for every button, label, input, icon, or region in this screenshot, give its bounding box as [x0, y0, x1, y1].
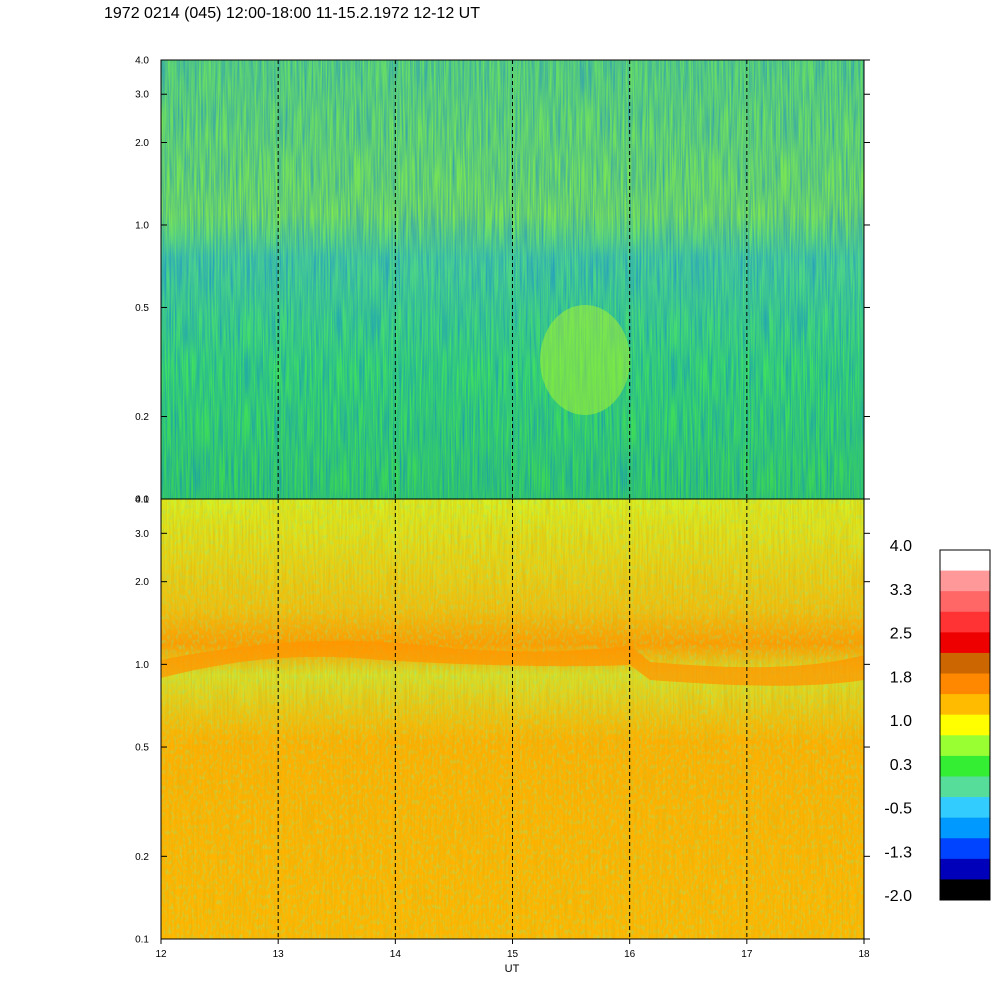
lower-y-tick-label: 2.0	[135, 577, 149, 588]
colorbar-label: 3.3	[890, 582, 912, 599]
upper-y-axis: 0.1 0.2 0.5 1.0 2.0 3.0 4.0	[135, 56, 870, 506]
upper-y-tick-label: 4.0	[135, 56, 149, 67]
x-tick-label: 13	[273, 949, 285, 960]
x-tick-label: 12	[155, 949, 167, 960]
upper-y-tick-label: 2.0	[135, 138, 149, 149]
upper-panel-bright-patch	[540, 305, 630, 415]
upper-y-tick-label: 1.0	[135, 220, 149, 231]
x-tick-label: 15	[507, 949, 519, 960]
lower-y-tick-label: 0.2	[135, 852, 149, 863]
upper-y-tick-label: 0.5	[135, 303, 149, 314]
colorbar-swatch	[940, 755, 990, 777]
colorbar-label: 2.5	[890, 626, 912, 643]
upper-panel: 0.1 0.2 0.5 1.0 2.0 3.0 4.0	[135, 56, 870, 506]
x-axis: 12 13 14 15 16 17 18	[155, 939, 870, 960]
upper-y-tick-label: 0.1	[135, 495, 149, 506]
colorbar-swatch	[940, 591, 990, 613]
lower-y-tick-label: 0.5	[135, 743, 149, 754]
upper-hour-lines	[277, 60, 748, 499]
colorbar-swatch	[940, 817, 990, 839]
colorbar-swatch	[940, 838, 990, 860]
colorbar-swatch	[940, 776, 990, 798]
colorbar-swatch	[940, 652, 990, 675]
colorbar-label: -1.3	[884, 844, 912, 861]
colorbar-swatch	[940, 858, 990, 880]
colorbar-swatch	[940, 570, 990, 592]
colorbar-label: -2.0	[884, 888, 912, 905]
colorbar-label: 1.0	[890, 713, 912, 730]
lower-panel: 0.1 0.2 0.5 1.0 2.0 3.0 4.0	[135, 495, 870, 946]
colorbar-swatch	[940, 735, 990, 757]
lower-y-tick-label: 3.0	[135, 529, 149, 540]
x-tick-label: 18	[858, 949, 870, 960]
colorbar-swatch	[940, 550, 990, 572]
lower-hour-lines	[277, 499, 748, 939]
colorbar-frame	[939, 549, 991, 901]
colorbar: 4.0 3.3 2.5 1.8 1.0 0.3 -0.5 -1.3 -2.0	[884, 538, 991, 905]
colorbar-label: -0.5	[884, 801, 912, 818]
colorbar-swatch	[940, 879, 990, 901]
lower-y-tick-label: 4.0	[135, 495, 149, 506]
upper-y-tick-label: 0.2	[135, 412, 149, 423]
chart-title: 1972 0214 (045) 12:00-18:00 11-15.2.1972…	[104, 5, 480, 22]
colorbar-swatch	[940, 632, 990, 654]
colorbar-label: 0.3	[890, 757, 912, 774]
colorbar-swatch	[940, 797, 990, 819]
lower-y-tick-label: 0.1	[135, 935, 149, 946]
colorbar-label: 4.0	[890, 538, 912, 555]
colorbar-swatch	[940, 714, 990, 736]
lower-y-tick-label: 1.0	[135, 660, 149, 671]
x-tick-label: 16	[624, 949, 636, 960]
x-axis-label: UT	[505, 963, 520, 975]
x-tick-label: 17	[741, 949, 753, 960]
colorbar-swatch	[940, 673, 990, 695]
colorbar-label: 1.8	[890, 669, 912, 686]
x-tick-label: 14	[390, 949, 402, 960]
colorbar-swatch	[940, 694, 990, 716]
lower-y-axis: 0.1 0.2 0.5 1.0 2.0 3.0 4.0	[135, 495, 870, 946]
upper-y-tick-label: 3.0	[135, 90, 149, 101]
colorbar-swatch	[940, 611, 990, 633]
